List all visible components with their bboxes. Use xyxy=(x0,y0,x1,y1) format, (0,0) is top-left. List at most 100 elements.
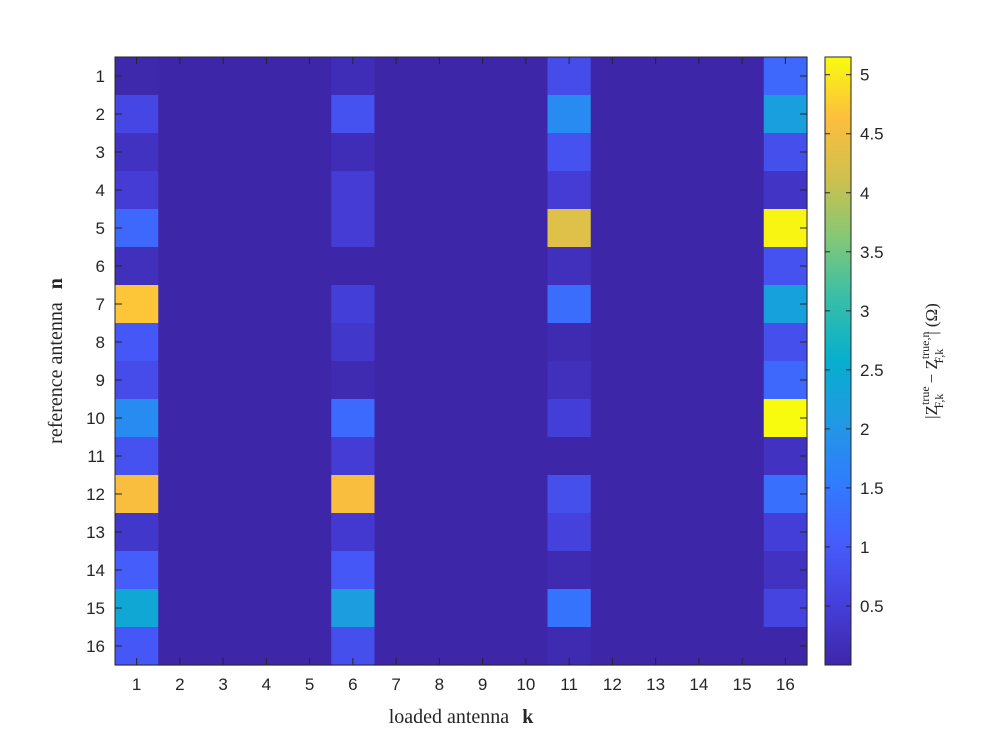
colorbar-tick-label: 3 xyxy=(860,302,869,321)
heatmap-cell-r2-c12 xyxy=(590,95,635,134)
heatmap-cell-r13-c7 xyxy=(374,513,419,552)
heatmap-cell-r5-c13 xyxy=(634,209,678,248)
heatmap-cell-r10-c14 xyxy=(677,399,722,438)
heatmap-cell-r12-c12 xyxy=(590,475,635,514)
heatmap-cell-r15-c15 xyxy=(720,589,765,628)
heatmap-cell-r6-c11 xyxy=(547,247,592,286)
colorbar-tick-label: 0.5 xyxy=(860,597,884,616)
heatmap-cell-r8-c13 xyxy=(634,323,678,362)
heatmap-cell-r5-c4 xyxy=(244,209,289,248)
colorbar xyxy=(825,57,851,665)
heatmap-cell-r13-c1 xyxy=(115,513,159,552)
heatmap-cell-r7-c9 xyxy=(461,285,505,324)
heatmap-cell-r8-c5 xyxy=(288,323,332,362)
heatmap-cell-r5-c15 xyxy=(720,209,765,248)
heatmap-cell-r15-c4 xyxy=(244,589,289,628)
y-axis-label: reference antenna n xyxy=(45,278,67,444)
heatmap-cell-r14-c4 xyxy=(244,551,289,590)
heatmap-cell-r8-c11 xyxy=(547,323,592,362)
heatmap-cell-r15-c12 xyxy=(590,589,635,628)
heatmap-cell-r11-c8 xyxy=(417,437,462,476)
heatmap-cell-r8-c7 xyxy=(374,323,419,362)
heatmap-cell-r6-c7 xyxy=(374,247,419,286)
heatmap-cell-r8-c4 xyxy=(244,323,289,362)
heatmap-cell-r10-c7 xyxy=(374,399,419,438)
heatmap-cell-r9-c15 xyxy=(720,361,765,400)
heatmap-cell-r6-c14 xyxy=(677,247,722,286)
y-tick-label: 10 xyxy=(86,409,105,428)
heatmap-cell-r12-c10 xyxy=(504,475,549,514)
heatmap-cell-r11-c9 xyxy=(461,437,505,476)
heatmap-cell-r11-c1 xyxy=(115,437,159,476)
heatmap-cell-r12-c15 xyxy=(720,475,765,514)
colorbar-frame xyxy=(824,56,852,666)
y-tick-label: 4 xyxy=(96,181,105,200)
y-tick-label: 12 xyxy=(86,485,105,504)
heatmap-cell-r6-c3 xyxy=(201,247,246,286)
heatmap-cell-r4-c14 xyxy=(677,171,722,210)
heatmap-cell-r14-c8 xyxy=(417,551,462,590)
y-tick-label: 9 xyxy=(96,371,105,390)
y-tick-label: 6 xyxy=(96,257,105,276)
heatmap-cell-r11-c6 xyxy=(331,437,376,476)
heatmap-cell-r3-c13 xyxy=(634,133,678,172)
heatmap-cell-r13-c11 xyxy=(547,513,592,552)
heatmap-cell-r7-c3 xyxy=(201,285,246,324)
heatmap-cell-r13-c9 xyxy=(461,513,505,552)
heatmap-cell-r14-c7 xyxy=(374,551,419,590)
heatmap-cell-r5-c6 xyxy=(331,209,376,248)
heatmap-cell-r4-c8 xyxy=(417,171,462,210)
heatmap-cell-r3-c7 xyxy=(374,133,419,172)
heatmap-cell-r11-c10 xyxy=(504,437,549,476)
heatmap-cell-r7-c12 xyxy=(590,285,635,324)
heatmap-cell-r9-c11 xyxy=(547,361,592,400)
x-axis-ticks: 1 2 3 4 5 6 7 8 9 10 11 12 13 14 15 16 xyxy=(132,57,795,694)
y-tick-label: 7 xyxy=(96,295,105,314)
heatmap-cell-r15-c11 xyxy=(547,589,592,628)
heatmap-cell-r15-c2 xyxy=(158,589,203,628)
x-tick-label: 7 xyxy=(391,675,400,694)
heatmap-cell-r3-c3 xyxy=(201,133,246,172)
heatmap-cell-r3-c6 xyxy=(331,133,376,172)
heatmap-cell-r9-c2 xyxy=(158,361,203,400)
x-tick-label: 14 xyxy=(689,675,708,694)
heatmap-cell-r7-c2 xyxy=(158,285,203,324)
heatmap-cell-r14-c5 xyxy=(288,551,332,590)
heatmap-cell-r9-c6 xyxy=(331,361,376,400)
heatmap-cell-r5-c2 xyxy=(158,209,203,248)
heatmap-cell-r8-c8 xyxy=(417,323,462,362)
heatmap-cell-r13-c6 xyxy=(331,513,376,552)
heatmap-cell-r7-c6 xyxy=(331,285,376,324)
heatmap-cell-r14-c11 xyxy=(547,551,592,590)
heatmap-cell-r2-c14 xyxy=(677,95,722,134)
heatmap-cell-r4-c11 xyxy=(547,171,592,210)
colorbar-ticks: 0.5 1 1.5 2 2.5 3 3.5 4 4.5 5 xyxy=(825,66,884,616)
y-tick-label: 11 xyxy=(87,447,105,466)
heatmap-cell-r13-c8 xyxy=(417,513,462,552)
x-tick-label: 13 xyxy=(646,675,665,694)
heatmap-cell-r10-c15 xyxy=(720,399,765,438)
heatmap-cell-r12-c2 xyxy=(158,475,203,514)
heatmap-cell-r10-c10 xyxy=(504,399,549,438)
heatmap-cell-r4-c1 xyxy=(115,171,159,210)
heatmap-cell-r3-c15 xyxy=(720,133,765,172)
heatmap-cell-r2-c11 xyxy=(547,95,592,134)
heatmap-cell-r6-c12 xyxy=(590,247,635,286)
heatmap-cell-r2-c3 xyxy=(201,95,246,134)
heatmap-cell-r2-c9 xyxy=(461,95,505,134)
heatmap-cell-r5-c10 xyxy=(504,209,549,248)
heatmap-cell-r9-c4 xyxy=(244,361,289,400)
heatmap-cell-r3-c8 xyxy=(417,133,462,172)
heatmap-cell-r7-c4 xyxy=(244,285,289,324)
heatmap-cell-r3-c10 xyxy=(504,133,549,172)
heatmap-cell-r9-c14 xyxy=(677,361,722,400)
y-axis-label-text: reference antenna xyxy=(45,302,67,444)
heatmap-cell-r13-c14 xyxy=(677,513,722,552)
heatmap-cell-r6-c2 xyxy=(158,247,203,286)
x-tick-label: 4 xyxy=(262,675,271,694)
heatmap-cell-r12-c1 xyxy=(115,475,159,514)
heatmap-cell-r4-c5 xyxy=(288,171,332,210)
heatmap-cell-r3-c1 xyxy=(115,133,159,172)
heatmap-cell-r11-c3 xyxy=(201,437,246,476)
